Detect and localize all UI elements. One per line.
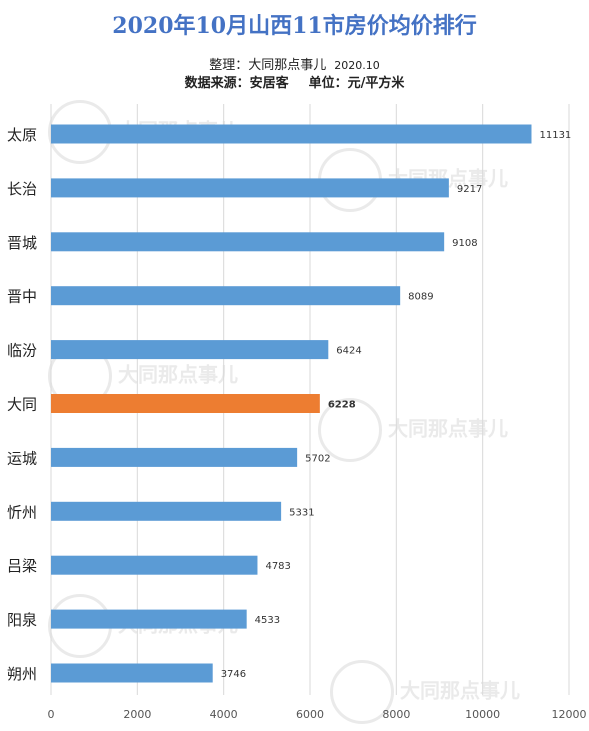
bar [51,609,247,629]
data-label: 4783 [265,561,290,572]
data-label: 9108 [452,238,477,249]
source-label: 数据来源：安居客 [184,76,289,91]
credit-label: 整理：大同那点事儿 [209,58,327,73]
x-tick-label: 6000 [296,708,324,721]
chart-title: 2020年10月山西11市房价均价排行 [112,13,477,39]
category-label: 临汾 [7,342,37,360]
x-tick-label: 0 [48,708,55,721]
data-label: 8089 [408,292,433,303]
category-label: 晋城 [7,234,37,252]
category-label: 太原 [7,126,37,144]
bar [51,555,258,575]
data-label: 4533 [255,615,280,626]
data-label: 5331 [289,507,314,518]
category-label: 长治 [7,180,37,198]
bar [51,286,401,306]
category-label: 运城 [7,449,37,467]
data-label: 5702 [305,453,330,464]
category-label: 大同 [7,396,37,414]
bar [51,232,445,252]
unit-label: 单位：元/平方米 [308,76,405,91]
credit-line: 整理：大同那点事儿 2020.10 [0,54,589,73]
bar [51,124,532,144]
category-label: 朔州 [7,665,37,683]
data-label: 6228 [328,400,356,411]
bar [51,178,449,198]
category-label: 吕梁 [7,557,37,575]
data-label: 3746 [221,669,246,680]
source-line: 数据来源：安居客 单位：元/平方米 [0,72,589,91]
category-label: 忻州 [7,503,37,521]
category-label: 晋中 [7,288,37,306]
data-label: 9217 [457,184,482,195]
x-tick-label: 8000 [382,708,410,721]
data-label: 11131 [539,130,571,141]
x-tick-label: 4000 [210,708,238,721]
bar [51,394,320,413]
bar [51,663,213,683]
bar [51,340,329,360]
credit-date: 2020.10 [334,59,380,72]
x-tick-label: 2000 [123,708,151,721]
x-tick-label: 12000 [552,708,587,721]
bar [51,447,298,467]
data-label: 6424 [336,346,361,357]
category-label: 阳泉 [7,611,37,629]
x-tick-label: 10000 [465,708,500,721]
bar [51,501,282,521]
